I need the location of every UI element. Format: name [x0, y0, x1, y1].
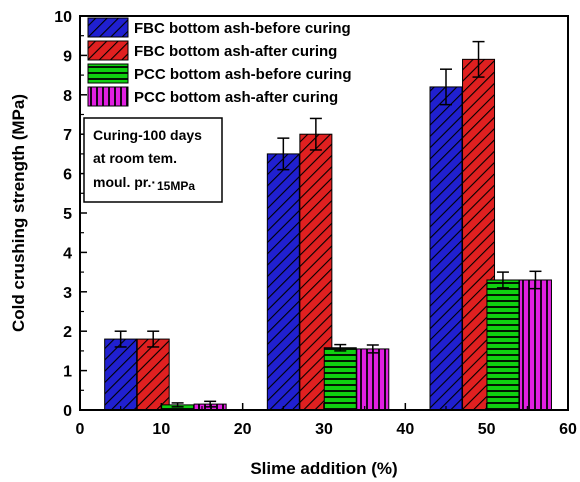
error-bar	[366, 344, 379, 354]
error-bar	[171, 402, 184, 408]
errorbars-layer	[114, 40, 542, 408]
annotation-line-3: moul. pr.·	[93, 174, 156, 190]
y-tick-label: 2	[63, 324, 72, 341]
y-tick-label: 9	[63, 48, 72, 65]
error-bar	[472, 40, 485, 78]
legend-item: PCC bottom ash-before curing	[87, 63, 352, 84]
legend-swatch	[87, 86, 129, 107]
legend-item: FBC bottom ash-before curing	[87, 17, 351, 38]
x-tick-label: 60	[559, 421, 577, 438]
bar	[136, 338, 170, 411]
bar	[486, 279, 520, 411]
bar	[323, 347, 357, 411]
y-tick-label: 0	[63, 403, 72, 420]
error-bar	[440, 68, 452, 106]
annotation-line-1: Curing-100 days	[93, 127, 202, 143]
y-tick-label: 3	[63, 285, 72, 302]
y-tick-label: 10	[54, 9, 72, 26]
x-tick-label: 40	[396, 421, 414, 438]
legend-item: PCC bottom ash-after curing	[87, 86, 338, 107]
error-bar	[334, 343, 347, 352]
y-tick-label: 7	[63, 127, 72, 144]
x-tick-label: 20	[234, 421, 252, 438]
bar	[356, 348, 390, 411]
x-axis-label: Slime addition (%)	[250, 459, 397, 478]
legend-label: FBC bottom ash-before curing	[134, 20, 351, 37]
error-bar	[277, 137, 290, 171]
error-bar	[114, 330, 127, 348]
legend-item: FBC bottom ash-after curing	[87, 40, 337, 61]
y-tick-label: 1	[63, 364, 72, 381]
bar	[429, 86, 463, 411]
bars-layer	[104, 58, 552, 411]
annotation-suffix: 15MPa	[157, 179, 195, 193]
y-tick-label: 4	[63, 245, 72, 262]
legend-label: PCC bottom ash-after curing	[134, 89, 338, 106]
error-bar	[496, 271, 509, 289]
y-tick-label: 5	[63, 206, 72, 223]
error-bar	[309, 117, 322, 151]
error-bar	[529, 270, 542, 290]
y-tick-label: 6	[63, 167, 72, 184]
legend-swatch	[87, 17, 129, 38]
y-tick-label: 8	[63, 88, 72, 105]
x-tick-label: 10	[152, 421, 170, 438]
legend-swatch	[87, 40, 129, 61]
legend: FBC bottom ash-before curing FBC bottom a…	[87, 17, 352, 107]
x-tick-label: 30	[315, 421, 333, 438]
error-bar	[204, 400, 217, 408]
x-tick-label: 0	[76, 421, 85, 438]
legend-label: PCC bottom ash-before curing	[134, 66, 352, 83]
y-axis-label: Cold crushing strength (MPa)	[9, 94, 28, 332]
ticks-layer: 0 1 2 3 4 5 6 7 8 9 10 0 10 20 30 40 50 60	[54, 9, 577, 438]
bar	[104, 338, 138, 411]
bar	[518, 279, 552, 411]
annotation-line-2: at room tem.	[93, 150, 177, 166]
annotation-box: Curing-100 days at room tem. moul. pr.· …	[83, 117, 223, 203]
bar	[266, 153, 300, 411]
x-tick-label: 50	[478, 421, 496, 438]
error-bar	[147, 330, 160, 348]
legend-label: FBC bottom ash-after curing	[134, 43, 337, 60]
legend-swatch	[87, 63, 129, 84]
